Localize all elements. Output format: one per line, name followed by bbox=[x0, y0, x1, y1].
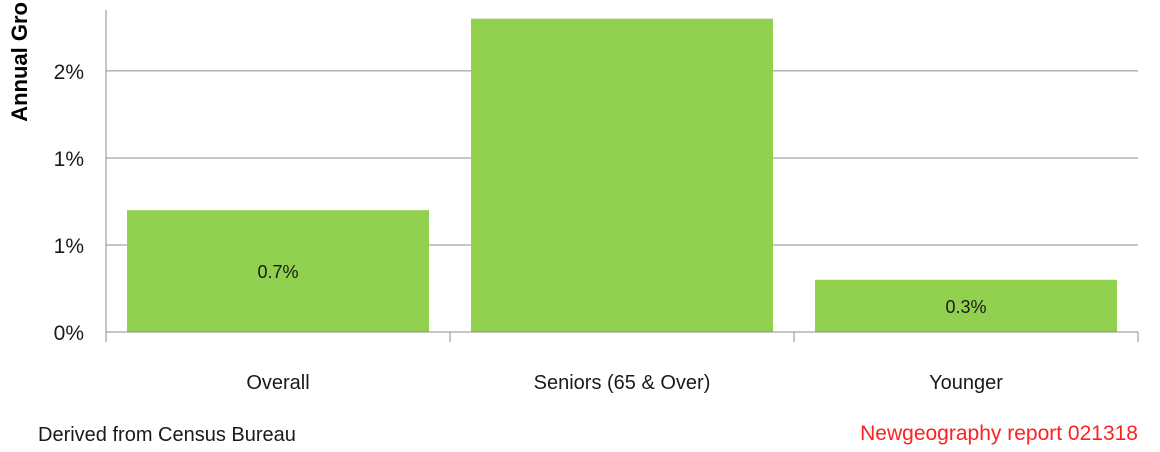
y-tick-label: 0% bbox=[54, 322, 84, 345]
bar bbox=[815, 279, 1117, 332]
category-labels: Overall Seniors (65 & Over) Younger bbox=[246, 372, 1003, 394]
bar bbox=[471, 18, 773, 333]
category-label: Younger bbox=[929, 372, 1003, 394]
bar-chart: 0% 1% 1% 2% Overall Seniors (65 & Over) Young… bbox=[7, 2, 1139, 394]
y-tick-label: 1% bbox=[54, 148, 84, 171]
y-tick-label: 1% bbox=[54, 235, 84, 258]
category-label: Seniors (65 & Over) bbox=[534, 372, 711, 394]
source-note: Derived from Census Bureau bbox=[38, 424, 296, 446]
y-axis-label: Annual Gro bbox=[7, 2, 32, 122]
y-tick-label: 2% bbox=[54, 61, 84, 84]
data-label: 0.7% bbox=[257, 262, 298, 282]
data-labels: 0.7% 0.3% bbox=[257, 262, 986, 317]
bar bbox=[127, 210, 429, 332]
category-label: Overall bbox=[246, 372, 309, 394]
credit-note: Newgeography report 021318 bbox=[860, 422, 1138, 445]
data-label: 0.3% bbox=[945, 297, 986, 317]
bars bbox=[127, 18, 1117, 333]
y-tick-labels: 0% 1% 1% 2% bbox=[54, 61, 84, 345]
axes bbox=[105, 10, 1139, 342]
